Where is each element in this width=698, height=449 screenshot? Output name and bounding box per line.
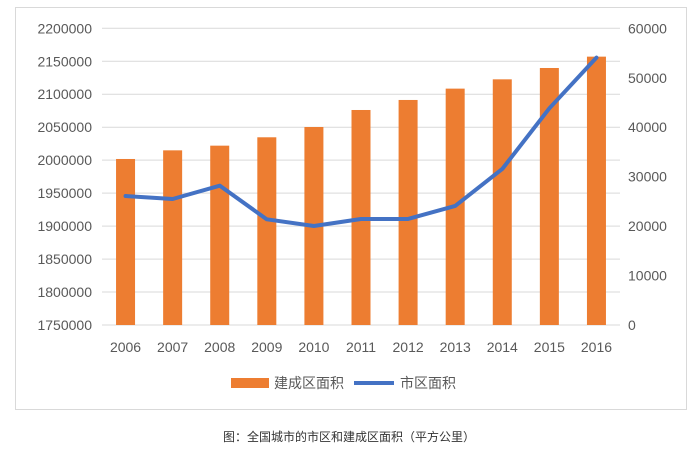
y-left-tick-label: 2100000 bbox=[37, 86, 92, 102]
y-left-tick-label: 1850000 bbox=[37, 251, 92, 267]
y-right-tick-label: 60000 bbox=[628, 20, 667, 36]
y-left-tick-label: 2050000 bbox=[37, 119, 92, 135]
y-left-tick-label: 2000000 bbox=[37, 152, 92, 168]
x-tick-label: 2013 bbox=[440, 339, 471, 355]
y-right-tick-label: 40000 bbox=[628, 119, 667, 135]
bar-2016 bbox=[586, 56, 606, 325]
legend-swatch-bar bbox=[231, 378, 269, 388]
x-tick-label: 2011 bbox=[346, 339, 376, 355]
chart-frame bbox=[15, 7, 687, 410]
figure-caption: 图：全国城市的市区和建成区面积（平方公里） bbox=[222, 430, 475, 444]
y-right-tick-label: 10000 bbox=[628, 268, 667, 284]
x-tick-label: 2012 bbox=[393, 339, 424, 355]
y-left-tick-label: 1900000 bbox=[37, 218, 92, 234]
bar-2015 bbox=[539, 67, 559, 325]
legend-label-bar: 建成区面积 bbox=[274, 375, 344, 391]
x-tick-label: 2015 bbox=[534, 339, 565, 355]
bar-2007 bbox=[163, 150, 183, 325]
legend-label-line: 市区面积 bbox=[400, 375, 456, 391]
x-tick-label: 2016 bbox=[581, 339, 612, 355]
y-right-tick-label: 30000 bbox=[628, 169, 667, 185]
y-left-tick-label: 2150000 bbox=[37, 53, 92, 69]
x-tick-label: 2007 bbox=[157, 339, 188, 355]
y-right-tick-label: 20000 bbox=[628, 218, 667, 234]
bar-2014 bbox=[492, 79, 512, 325]
bar-2008 bbox=[210, 145, 230, 325]
y-left-tick-label: 1750000 bbox=[37, 317, 92, 333]
bar-2012 bbox=[398, 99, 418, 325]
y-right-tick-label: 0 bbox=[628, 317, 636, 333]
y-left-tick-label: 1950000 bbox=[37, 185, 92, 201]
y-right-tick-label: 50000 bbox=[628, 70, 667, 86]
x-tick-label: 2008 bbox=[204, 339, 235, 355]
x-tick-label: 2006 bbox=[110, 339, 141, 355]
bar-2006 bbox=[116, 158, 136, 325]
x-tick-label: 2010 bbox=[298, 339, 329, 355]
x-tick-label: 2009 bbox=[251, 339, 282, 355]
y-left-tick-label: 1800000 bbox=[37, 284, 92, 300]
bar-2009 bbox=[257, 137, 277, 325]
y-left-tick-label: 2200000 bbox=[37, 20, 92, 36]
x-tick-label: 2014 bbox=[487, 339, 518, 355]
